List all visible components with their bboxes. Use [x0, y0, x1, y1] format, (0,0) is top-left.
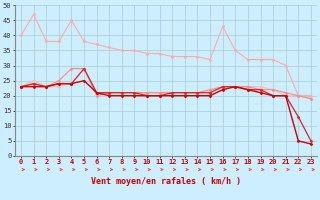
X-axis label: Vent moyen/en rafales ( km/h ): Vent moyen/en rafales ( km/h ) — [91, 177, 241, 186]
